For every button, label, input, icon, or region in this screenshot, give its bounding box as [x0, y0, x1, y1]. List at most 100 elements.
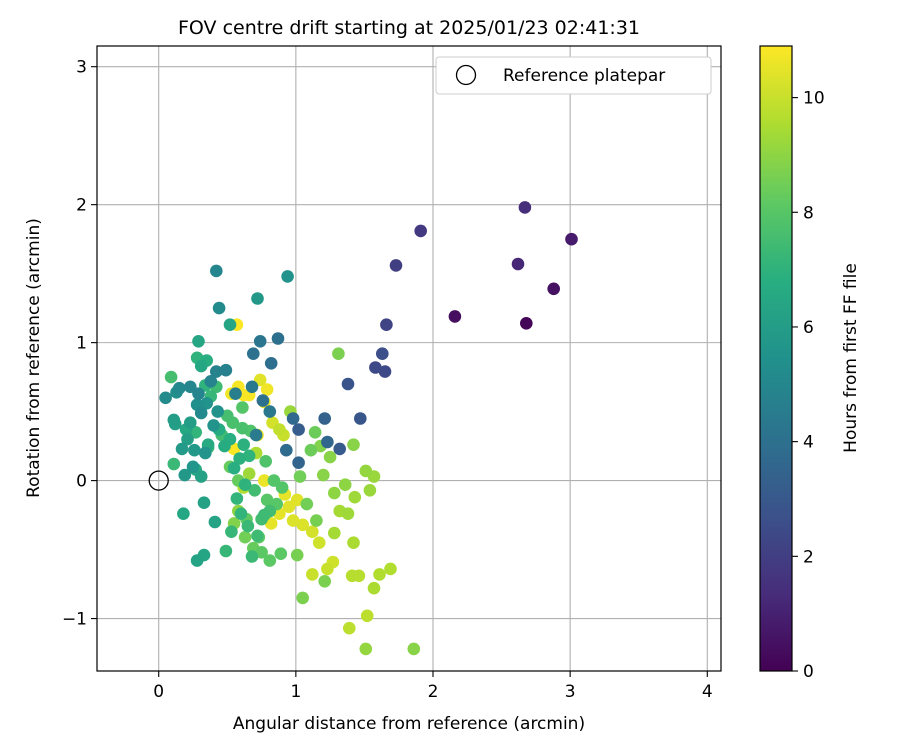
data-point [251, 529, 264, 543]
data-point [247, 347, 260, 361]
data-point [219, 544, 233, 558]
data-point [186, 460, 200, 474]
data-point [199, 446, 212, 460]
colorbar-tick-label: 4 [803, 433, 814, 453]
legend-reference-marker [455, 64, 477, 86]
data-point [290, 493, 304, 507]
data-point [448, 310, 462, 323]
data-point [260, 493, 274, 507]
x-tick-label: 0 [153, 682, 164, 702]
data-point [264, 357, 278, 370]
colorbar-ticks: 0 2 4 6 8 10 [792, 89, 825, 682]
data-point [173, 381, 186, 395]
data-point [263, 405, 277, 418]
data-point [197, 496, 211, 510]
data-point [367, 581, 381, 595]
data-point [251, 292, 264, 305]
x-axis: 0 1 2 3 4 [153, 671, 713, 702]
data-point [318, 412, 332, 425]
y-tick-label: 3 [76, 58, 87, 78]
data-point [306, 525, 319, 538]
data-point [296, 591, 310, 605]
data-point [317, 468, 330, 482]
data-point [178, 468, 192, 482]
data-point [296, 518, 310, 532]
data-point [233, 452, 246, 465]
data-point [248, 484, 261, 497]
data-point [273, 423, 286, 436]
colorbar-tick-label: 0 [803, 662, 814, 682]
data-point [210, 264, 223, 278]
data-point [565, 232, 578, 246]
data-point [211, 405, 224, 418]
data-point [333, 442, 347, 456]
colorbar-tick-label: 2 [803, 547, 814, 567]
data-point [271, 332, 285, 345]
data-point [292, 456, 305, 470]
data-point [376, 347, 389, 361]
legend-label: Reference platepar [503, 66, 665, 86]
data-point [219, 363, 233, 377]
data-point [306, 568, 319, 581]
plot-frame [96, 45, 722, 672]
data-point [378, 365, 392, 378]
data-point [373, 568, 386, 581]
data-point [312, 536, 326, 549]
data-point [255, 546, 268, 559]
data-point [292, 423, 305, 436]
data-point [177, 507, 190, 520]
data-point [547, 282, 560, 296]
chart-title: FOV centre drift starting at 2025/01/23 … [178, 17, 640, 39]
data-point [380, 318, 393, 332]
data-point [200, 397, 213, 410]
data-point [310, 514, 323, 527]
data-point [181, 432, 194, 446]
data-point [354, 412, 367, 425]
data-point [318, 575, 332, 588]
y-axis-label: Rotation from reference (arcmin) [24, 218, 44, 498]
data-point [328, 486, 341, 500]
data-point [518, 201, 532, 214]
data-point [253, 335, 267, 348]
data-point [343, 621, 356, 635]
data-point [293, 470, 307, 483]
data-point [321, 435, 334, 449]
y-tick-label: −1 [62, 610, 87, 630]
data-point [184, 416, 197, 430]
y-tick-label: 0 [76, 472, 87, 492]
data-point [230, 492, 244, 505]
data-point [360, 609, 374, 623]
data-point [321, 562, 334, 576]
data-point [369, 361, 382, 374]
data-point [258, 508, 271, 522]
data-point [175, 442, 189, 456]
data-point [275, 481, 289, 494]
data-point [286, 412, 300, 425]
data-point [359, 464, 373, 478]
data-point [242, 467, 256, 481]
data-point [238, 530, 252, 544]
data-point [192, 335, 205, 348]
data-point [192, 387, 205, 401]
data-point [352, 569, 366, 583]
data-point [258, 474, 271, 487]
data-point [260, 383, 274, 396]
data-point [236, 421, 249, 435]
data-point [190, 554, 204, 567]
data-point [259, 455, 273, 468]
data-point [249, 428, 263, 442]
data-point [188, 443, 201, 457]
data-point [338, 478, 352, 492]
data-point [167, 413, 181, 427]
data-point [237, 438, 250, 452]
reference-marker-group [148, 470, 169, 491]
data-point [300, 497, 314, 511]
data-point [223, 318, 237, 332]
y-axis: −1 0 1 2 3 [62, 58, 97, 630]
data-point [212, 301, 226, 315]
data-point [290, 548, 304, 562]
data-point [341, 507, 355, 520]
data-point [204, 375, 218, 388]
data-point [241, 519, 255, 533]
data-point [281, 270, 294, 283]
